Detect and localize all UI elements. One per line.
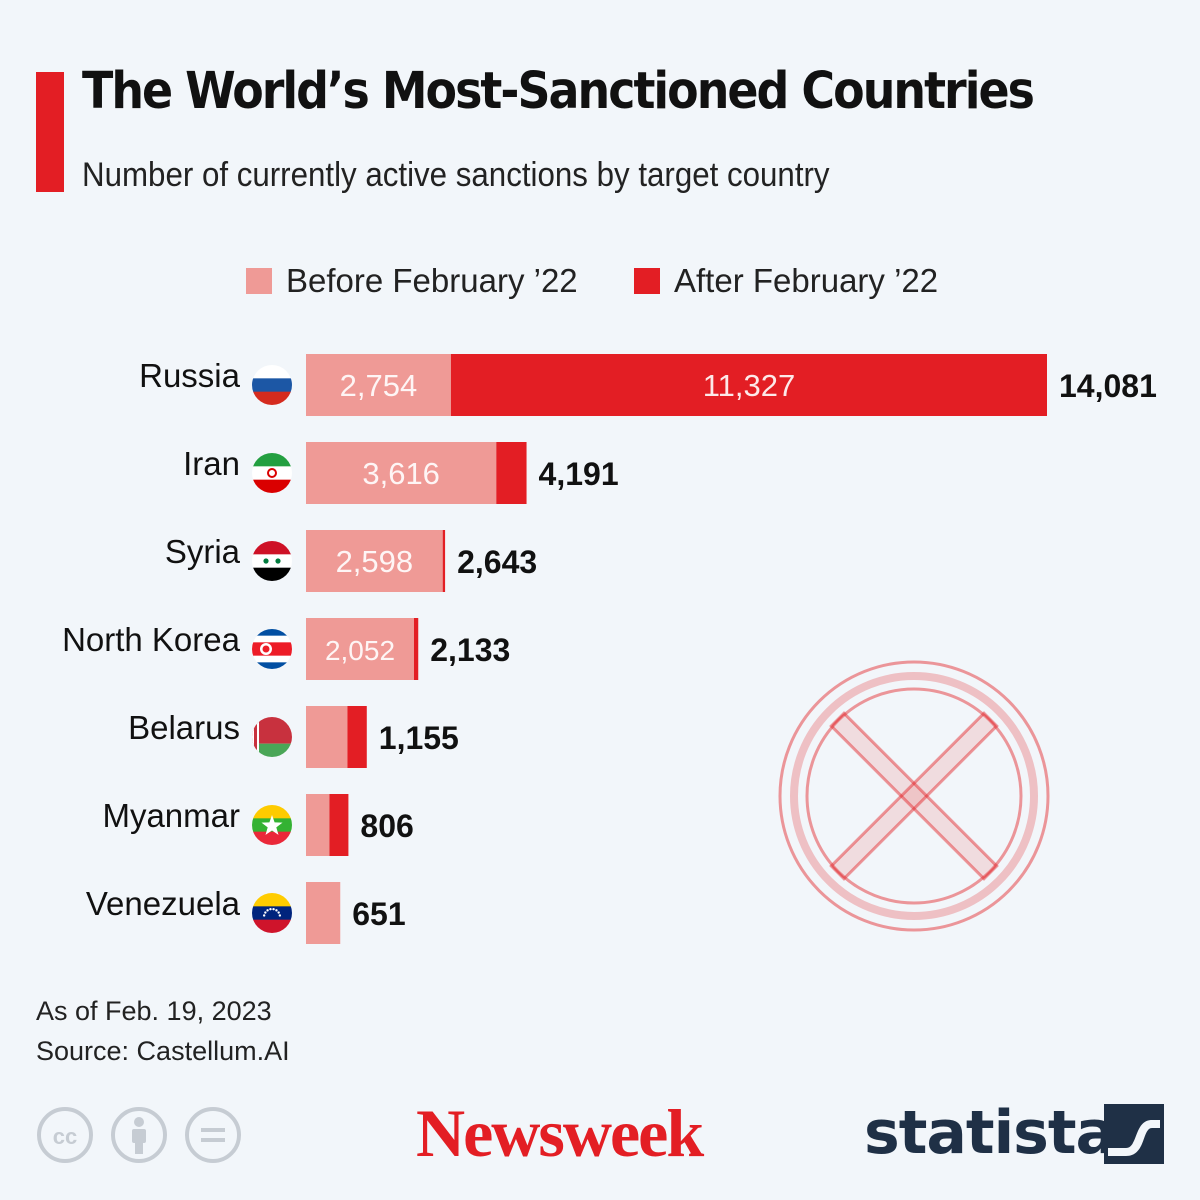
bar-row: Belarus 1,155 [128, 706, 459, 768]
segment-label-before: 3,616 [362, 456, 440, 491]
chart-subtitle: Number of currently active sanctions by … [82, 156, 830, 194]
bar-segment-before [306, 794, 330, 856]
bar-segment-after [413, 618, 419, 680]
bar-segment-before [306, 706, 348, 768]
category-label: Belarus [128, 709, 240, 746]
legend-swatch-before [246, 268, 272, 294]
cc-icon[interactable]: cc [36, 1106, 94, 1164]
belarus-flag-icon [252, 717, 292, 757]
syria-flag-icon [252, 541, 292, 581]
category-label: North Korea [62, 621, 241, 658]
no-derivatives-icon[interactable] [184, 1106, 242, 1164]
category-label: Syria [165, 533, 241, 570]
bar-row: Syria 2,598 2,643 [165, 530, 537, 592]
legend-swatch-after [634, 268, 660, 294]
bar-segment-after [442, 530, 446, 592]
venezuela-flag-icon [252, 893, 292, 933]
russia-flag-icon [252, 365, 292, 405]
bar-segment-before [306, 530, 443, 592]
total-label: 806 [360, 808, 413, 844]
segment-label-after: 11,327 [703, 368, 796, 403]
bar-segment-before [306, 882, 341, 944]
segment-label-before: 2,598 [336, 544, 414, 579]
license-icons: cc [36, 1106, 242, 1164]
legend-label-before: Before February ’22 [286, 262, 578, 299]
newsweek-logo[interactable]: Newsweek [416, 1095, 704, 1171]
legend-item-after: After February ’22 [634, 262, 938, 300]
myanmar-flag-icon [252, 805, 292, 845]
bar-row: North Korea 2,052 2,133 [62, 618, 510, 680]
total-label: 2,643 [457, 544, 537, 580]
bar-row: Russia 2,754 11,327 14,081 [139, 354, 1157, 416]
total-label: 1,155 [379, 720, 459, 756]
statista-logo-icon [1104, 1104, 1164, 1164]
attribution-icon[interactable] [110, 1106, 168, 1164]
source-note: Source: Castellum.AI [36, 1036, 290, 1066]
bar-chart: Russia 2,754 11,327 14,081 Iran 3,616 4,191 Syr… [62, 354, 1157, 944]
legend: Before February ’22 After February ’22 [0, 262, 1200, 302]
iran-flag-icon [252, 453, 292, 493]
category-label: Myanmar [102, 797, 240, 834]
total-label: 14,081 [1059, 368, 1157, 404]
statista-logo[interactable]: statista [864, 1098, 1116, 1168]
total-label: 4,191 [539, 456, 619, 492]
bar-segment-before [306, 442, 497, 504]
bar-segment-after [347, 706, 367, 768]
bar-segment-after [450, 354, 1048, 416]
category-label: Venezuela [86, 885, 241, 922]
segment-label-before: 2,754 [340, 368, 418, 403]
segment-label-before: 2,052 [325, 635, 395, 666]
category-label: Russia [139, 357, 241, 394]
title-accent-bar [36, 72, 64, 192]
date-note: As of Feb. 19, 2023 [36, 996, 272, 1026]
bar-row: Venezuela 651 [86, 882, 406, 944]
bar-row: Myanmar 806 [102, 794, 414, 856]
svg-text:cc: cc [53, 1124, 77, 1149]
legend-item-before: Before February ’22 [246, 262, 578, 300]
total-label: 651 [352, 896, 405, 932]
bar-segment-before [306, 354, 451, 416]
bar-row: Iran 3,616 4,191 [183, 442, 619, 504]
bar-segment-after [496, 442, 527, 504]
bar-segment-after [329, 794, 349, 856]
total-label: 2,133 [430, 632, 510, 668]
legend-label-after: After February ’22 [674, 262, 939, 299]
north-korea-flag-icon [252, 629, 292, 669]
chart-title: The World’s Most-Sanctioned Countries [82, 62, 1035, 121]
bar-segment-before [306, 618, 414, 680]
x-circle-icon [778, 660, 1050, 932]
category-label: Iran [183, 445, 240, 482]
